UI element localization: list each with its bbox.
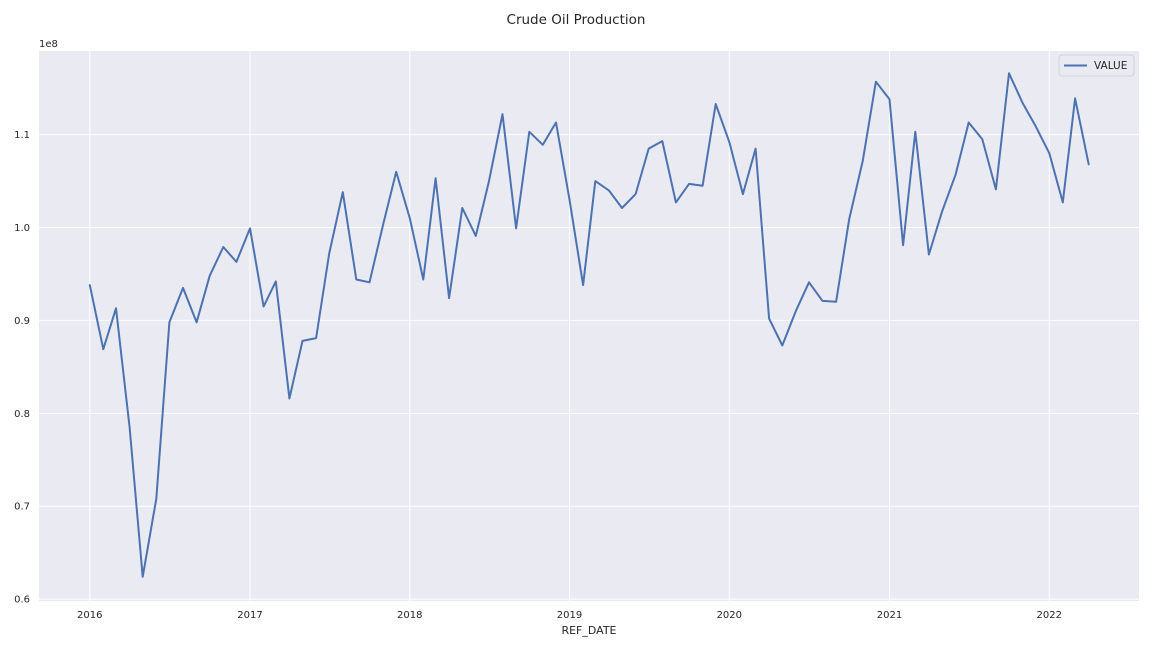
series-line bbox=[88, 72, 1090, 578]
x-axis-label: REF_DATE bbox=[561, 624, 616, 637]
y-tick-label: 0.8 bbox=[14, 409, 30, 420]
x-tick-label: 2019 bbox=[557, 610, 582, 621]
x-tick-label: 2016 bbox=[77, 610, 102, 621]
y-tick-label: 1.0 bbox=[14, 223, 30, 234]
y-tick-label: 0.7 bbox=[14, 502, 30, 513]
legend-box bbox=[1058, 54, 1135, 77]
legend-label: VALUE bbox=[1094, 60, 1127, 72]
y-tick-label: 0.9 bbox=[14, 316, 30, 327]
legend: VALUE bbox=[1058, 54, 1135, 77]
y-tick-label: 0.6 bbox=[14, 595, 30, 606]
x-tick-label: 2020 bbox=[717, 610, 742, 621]
x-tick-label: 2017 bbox=[237, 610, 262, 621]
series-group bbox=[88, 72, 1090, 578]
y-offset-label: 1e8 bbox=[39, 39, 58, 50]
y-axis-ticks: 0.6 0.7 0.8 0.9 1.0 1.1 bbox=[14, 130, 30, 606]
chart-title: Crude Oil Production bbox=[507, 12, 646, 28]
x-tick-label: 2021 bbox=[877, 610, 902, 621]
plot-area bbox=[39, 51, 1139, 601]
y-tick-label: 1.1 bbox=[14, 130, 30, 141]
x-axis-ticks: 2016 2017 2018 2019 2020 2021 2022 bbox=[77, 610, 1062, 621]
x-tick-label: 2018 bbox=[397, 610, 422, 621]
x-tick-label: 2022 bbox=[1037, 610, 1062, 621]
